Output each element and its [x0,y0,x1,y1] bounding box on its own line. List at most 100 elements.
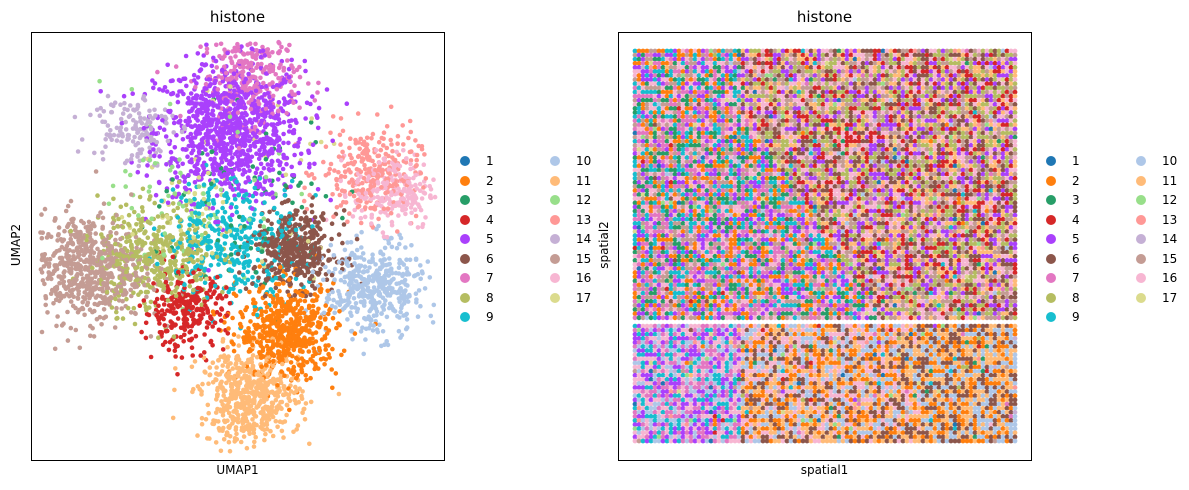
umap-point [152,153,157,159]
umap-point [178,113,183,119]
umap-point [239,376,245,381]
umap-point [290,200,295,206]
umap-point [113,296,118,302]
umap-point [256,289,262,294]
umap-point [408,205,414,210]
umap-point [259,364,264,370]
umap-point [183,118,188,124]
umap-point [179,244,184,249]
umap-point [93,231,98,236]
umap-point [214,124,219,129]
umap-point [132,108,137,113]
umap-point [355,204,361,210]
umap-point [227,267,233,272]
umap-point [357,292,362,297]
umap-point [294,120,299,125]
umap-point [191,259,196,265]
umap-point [250,417,255,422]
umap-point [308,261,313,267]
umap-point [106,300,112,306]
umap-point [356,282,361,287]
umap-point [361,257,367,262]
umap-point [340,128,346,134]
umap-point [401,196,407,202]
umap-point [244,378,250,383]
umap-point [148,134,154,140]
umap-point [327,166,333,172]
umap-point [180,161,185,167]
umap-point [321,159,326,165]
umap-point [172,348,178,354]
umap-point [378,147,384,153]
umap-point [377,322,382,328]
umap-point [361,151,367,156]
umap-point [240,314,246,320]
umap-point [233,54,238,59]
umap-point [226,424,232,429]
umap-point [247,78,253,84]
umap-point [210,309,216,315]
umap-point [396,186,401,191]
umap-point [171,248,177,253]
umap-point [101,109,107,114]
umap-point [374,327,380,332]
umap-point [247,138,252,144]
umap-point [365,268,370,274]
umap-point [419,196,425,201]
umap-point [286,140,291,146]
umap-point [241,265,247,270]
umap-point [54,323,59,329]
umap-point [248,246,254,251]
umap-point [76,237,81,243]
umap-point [107,262,112,267]
umap-point [379,343,384,349]
umap-point [225,344,230,350]
umap-point [338,178,344,184]
umap-point [132,209,137,215]
umap-point [254,52,260,57]
umap-point [235,41,240,47]
umap-point [256,101,262,107]
umap-point [303,401,309,406]
umap-point [348,170,353,175]
umap-point [236,412,241,418]
umap-point [302,58,308,64]
umap-point [259,170,264,176]
umap-point [267,94,272,100]
umap-point [168,159,173,165]
umap-point [307,441,312,447]
umap-point [419,144,425,149]
umap-point [171,120,177,126]
umap-point [352,305,358,310]
umap-point [67,282,73,288]
umap-point [402,292,407,298]
umap-point [203,417,209,422]
umap-point [331,297,336,303]
umap-point [59,255,65,261]
umap-point [308,375,313,381]
umap-point [180,204,186,209]
umap-point [211,171,216,177]
umap-point [316,306,321,312]
umap-plot-area [31,32,445,461]
umap-point [276,117,282,122]
umap-point [381,136,386,142]
umap-point [220,363,225,368]
umap-point [124,158,130,164]
umap-point [232,196,238,202]
umap-point [413,138,418,143]
umap-point [165,200,171,206]
umap-point [56,232,61,237]
umap-point [125,107,130,113]
umap-point [172,145,178,150]
umap-point [318,266,323,272]
umap-point [232,235,238,241]
umap-point [129,242,134,247]
umap-point [105,123,111,128]
umap-point [238,115,244,120]
umap-point [266,152,271,157]
umap-point [162,85,168,90]
umap-point [215,209,220,215]
umap-point [206,233,211,239]
umap-point [128,310,134,315]
